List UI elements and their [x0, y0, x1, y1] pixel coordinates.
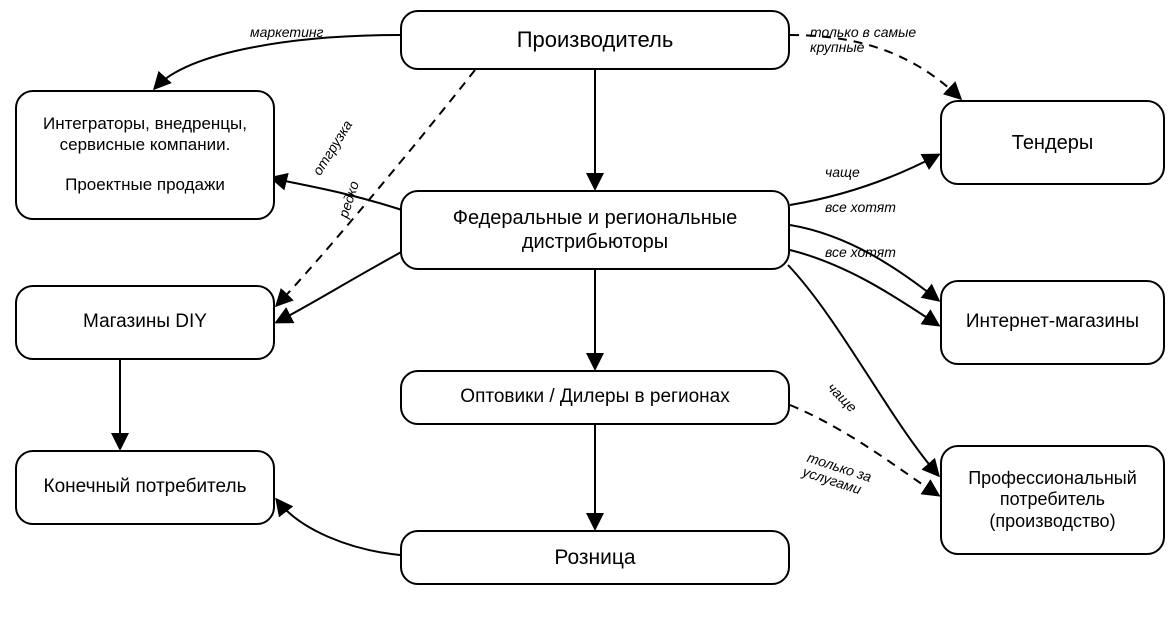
node-label: Оптовики / Дилеры в регионах	[460, 386, 729, 409]
node-integrators: Интеграторы, внедренцы, сервисные компан…	[15, 90, 275, 220]
node-prof: Профессиональный потребитель (производст…	[940, 445, 1165, 555]
edge-label-more-often-2: чаще	[824, 380, 859, 415]
node-label: Производитель	[517, 27, 674, 53]
node-label: Конечный потребитель	[44, 476, 247, 499]
node-label: Магазины DIY	[83, 311, 207, 334]
node-label: Тендеры	[1012, 131, 1094, 155]
edge-wholesalers-eshops	[790, 250, 938, 325]
edge-label-all-want-1: все хотят	[825, 200, 896, 215]
node-eshops: Интернет-магазины	[940, 280, 1165, 365]
edge-distributors-eshops	[790, 225, 938, 300]
node-distributors: Федеральные и региональные дистрибьюторы	[400, 190, 790, 270]
node-wholesalers: Оптовики / Дилеры в регионах	[400, 370, 790, 425]
edge-retail-endconsumer	[277, 500, 400, 555]
node-retail: Розница	[400, 530, 790, 585]
node-label: Профессиональный потребитель (производст…	[968, 468, 1137, 533]
diagram-canvas: Производитель Интеграторы, внедренцы, се…	[0, 0, 1174, 619]
edge-label-all-want-2: все хотят	[825, 245, 896, 260]
node-tenders: Тендеры	[940, 100, 1165, 185]
edge-distributors-diy	[277, 250, 405, 322]
node-diy: Магазины DIY	[15, 285, 275, 360]
edge-label-more-often-1: чаще	[825, 165, 860, 180]
edge-label-only-services: только за услугами	[800, 450, 873, 500]
node-label: Федеральные и региональные дистрибьюторы	[453, 206, 737, 254]
node-label: Интернет-магазины	[966, 311, 1139, 334]
node-manufacturer: Производитель	[400, 10, 790, 70]
edge-label-shipment: отгрузка	[310, 118, 356, 178]
edge-manufacturer-integrators	[155, 35, 400, 88]
edge-distributors-prof	[788, 265, 938, 475]
node-endconsumer: Конечный потребитель	[15, 450, 275, 525]
edge-label-rarely: редко	[336, 179, 362, 219]
edge-label-only-large: только в самые крупные	[810, 25, 916, 56]
node-label: Интеграторы, внедренцы, сервисные компан…	[43, 114, 247, 196]
node-label: Розница	[554, 545, 635, 570]
edge-label-marketing: маркетинг	[250, 25, 323, 40]
edge-distributors-tenders	[790, 155, 938, 205]
